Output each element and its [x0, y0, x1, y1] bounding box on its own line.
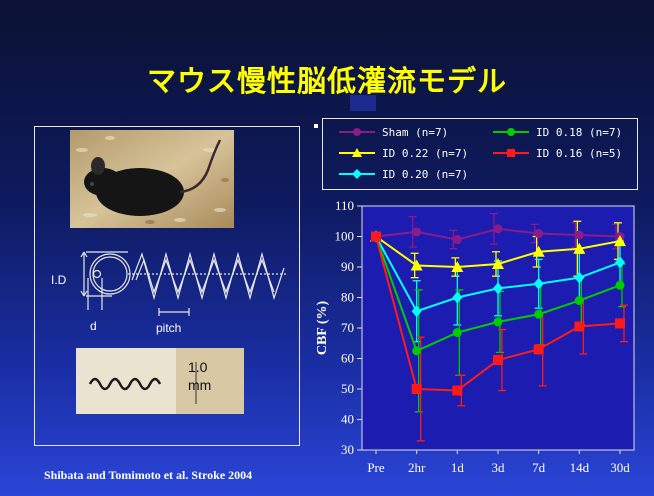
y-tick-label: 60: [341, 351, 354, 366]
legend-marker-sham: [339, 128, 375, 136]
legend-label-sham: Sham (n=7): [382, 125, 449, 139]
data-point: [493, 355, 503, 366]
data-point: [410, 259, 423, 271]
data-point: [614, 235, 626, 247]
left-panel: [34, 126, 300, 446]
y-tick-label: 110: [335, 198, 354, 213]
data-point: [452, 291, 463, 304]
title-mark: [350, 95, 376, 111]
legend-label-id018: ID 0.18 (n=7): [536, 125, 623, 139]
x-tick-label: 7d: [532, 460, 546, 475]
coil-diagram: I.D d pitch: [51, 251, 288, 335]
slide-title: マウス慢性脳低灌流モデル: [146, 64, 507, 98]
data-point: [452, 385, 463, 396]
legend-label-id020: ID 0.20 (n=7): [382, 167, 469, 181]
white-dot: [314, 124, 318, 128]
x-tick-label: 3d: [492, 460, 506, 475]
legend-label-id022: ID 0.22 (n=7): [382, 146, 469, 160]
x-tick-label: 1d: [451, 460, 465, 475]
data-point: [452, 235, 462, 245]
data-point: [574, 321, 585, 332]
data-point: [451, 261, 464, 272]
pitch-label: pitch: [156, 321, 181, 335]
data-point: [411, 305, 422, 318]
id-label: I.D: [51, 273, 67, 287]
data-point: [574, 271, 585, 284]
y-tick-label: 70: [341, 320, 354, 335]
data-point: [411, 384, 422, 394]
data-point: [452, 328, 462, 338]
legend-item-id016: ID 0.16 (n=5): [491, 145, 622, 161]
legend-marker-id020: [339, 169, 375, 179]
legend-item-id022: ID 0.22 (n=7): [337, 145, 468, 161]
y-axis-title: CBF (%): [315, 301, 330, 356]
y-tick-label: 100: [335, 229, 355, 244]
legend-marker-id018: [493, 128, 529, 136]
coil-sample-photo: 1.0 mm: [76, 348, 244, 414]
data-point: [573, 242, 586, 254]
data-point: [533, 344, 544, 355]
y-tick-label: 90: [341, 259, 354, 274]
data-point: [615, 318, 625, 329]
y-tick-label: 30: [341, 442, 354, 457]
data-point: [412, 346, 422, 356]
data-point: [492, 257, 504, 269]
data-point: [574, 296, 584, 306]
y-tick-label: 40: [341, 412, 354, 427]
data-point: [493, 282, 503, 295]
data-point: [534, 309, 544, 319]
y-tick-label: 50: [341, 381, 354, 396]
legend-marker-id022: [339, 148, 375, 157]
scale-value: 1.0: [188, 359, 208, 375]
legend-label-id016: ID 0.16 (n=5): [536, 146, 623, 160]
plot-area: [361, 205, 635, 451]
data-point: [412, 227, 422, 237]
legend-item-id020: ID 0.20 (n=7): [337, 166, 468, 182]
d-label: d: [90, 319, 97, 333]
cbf-line-chart: 30 40 50 60 70 80 90 100 110 Pre 2hr 1d 3d 7d 14d 30d CB…: [315, 198, 635, 475]
y-tick-label: 80: [341, 290, 354, 305]
data-point: [574, 230, 584, 240]
citation: Shibata and Tomimoto et al. Stroke 2004: [44, 468, 253, 482]
data-point: [493, 224, 503, 234]
mouse-photo: [70, 130, 234, 228]
chart-legend: Sham (n=7) ID 0.22 (n=7) ID 0.20 (n=7) I…: [322, 118, 638, 190]
data-point: [615, 256, 625, 269]
data-point: [615, 280, 625, 290]
data-point: [371, 231, 381, 242]
data-point: [532, 245, 545, 257]
scale-unit: mm: [188, 377, 211, 393]
x-tick-label: 14d: [570, 460, 590, 475]
data-point: [533, 277, 544, 290]
data-point: [493, 317, 503, 327]
x-tick-label: Pre: [367, 460, 385, 475]
x-tick-label: 30d: [610, 460, 630, 475]
data-point: [534, 228, 544, 238]
legend-marker-id016: [493, 149, 529, 157]
legend-item-id018: ID 0.18 (n=7): [491, 124, 622, 140]
x-tick-label: 2hr: [408, 460, 426, 475]
legend-item-sham: Sham (n=7): [337, 124, 448, 140]
